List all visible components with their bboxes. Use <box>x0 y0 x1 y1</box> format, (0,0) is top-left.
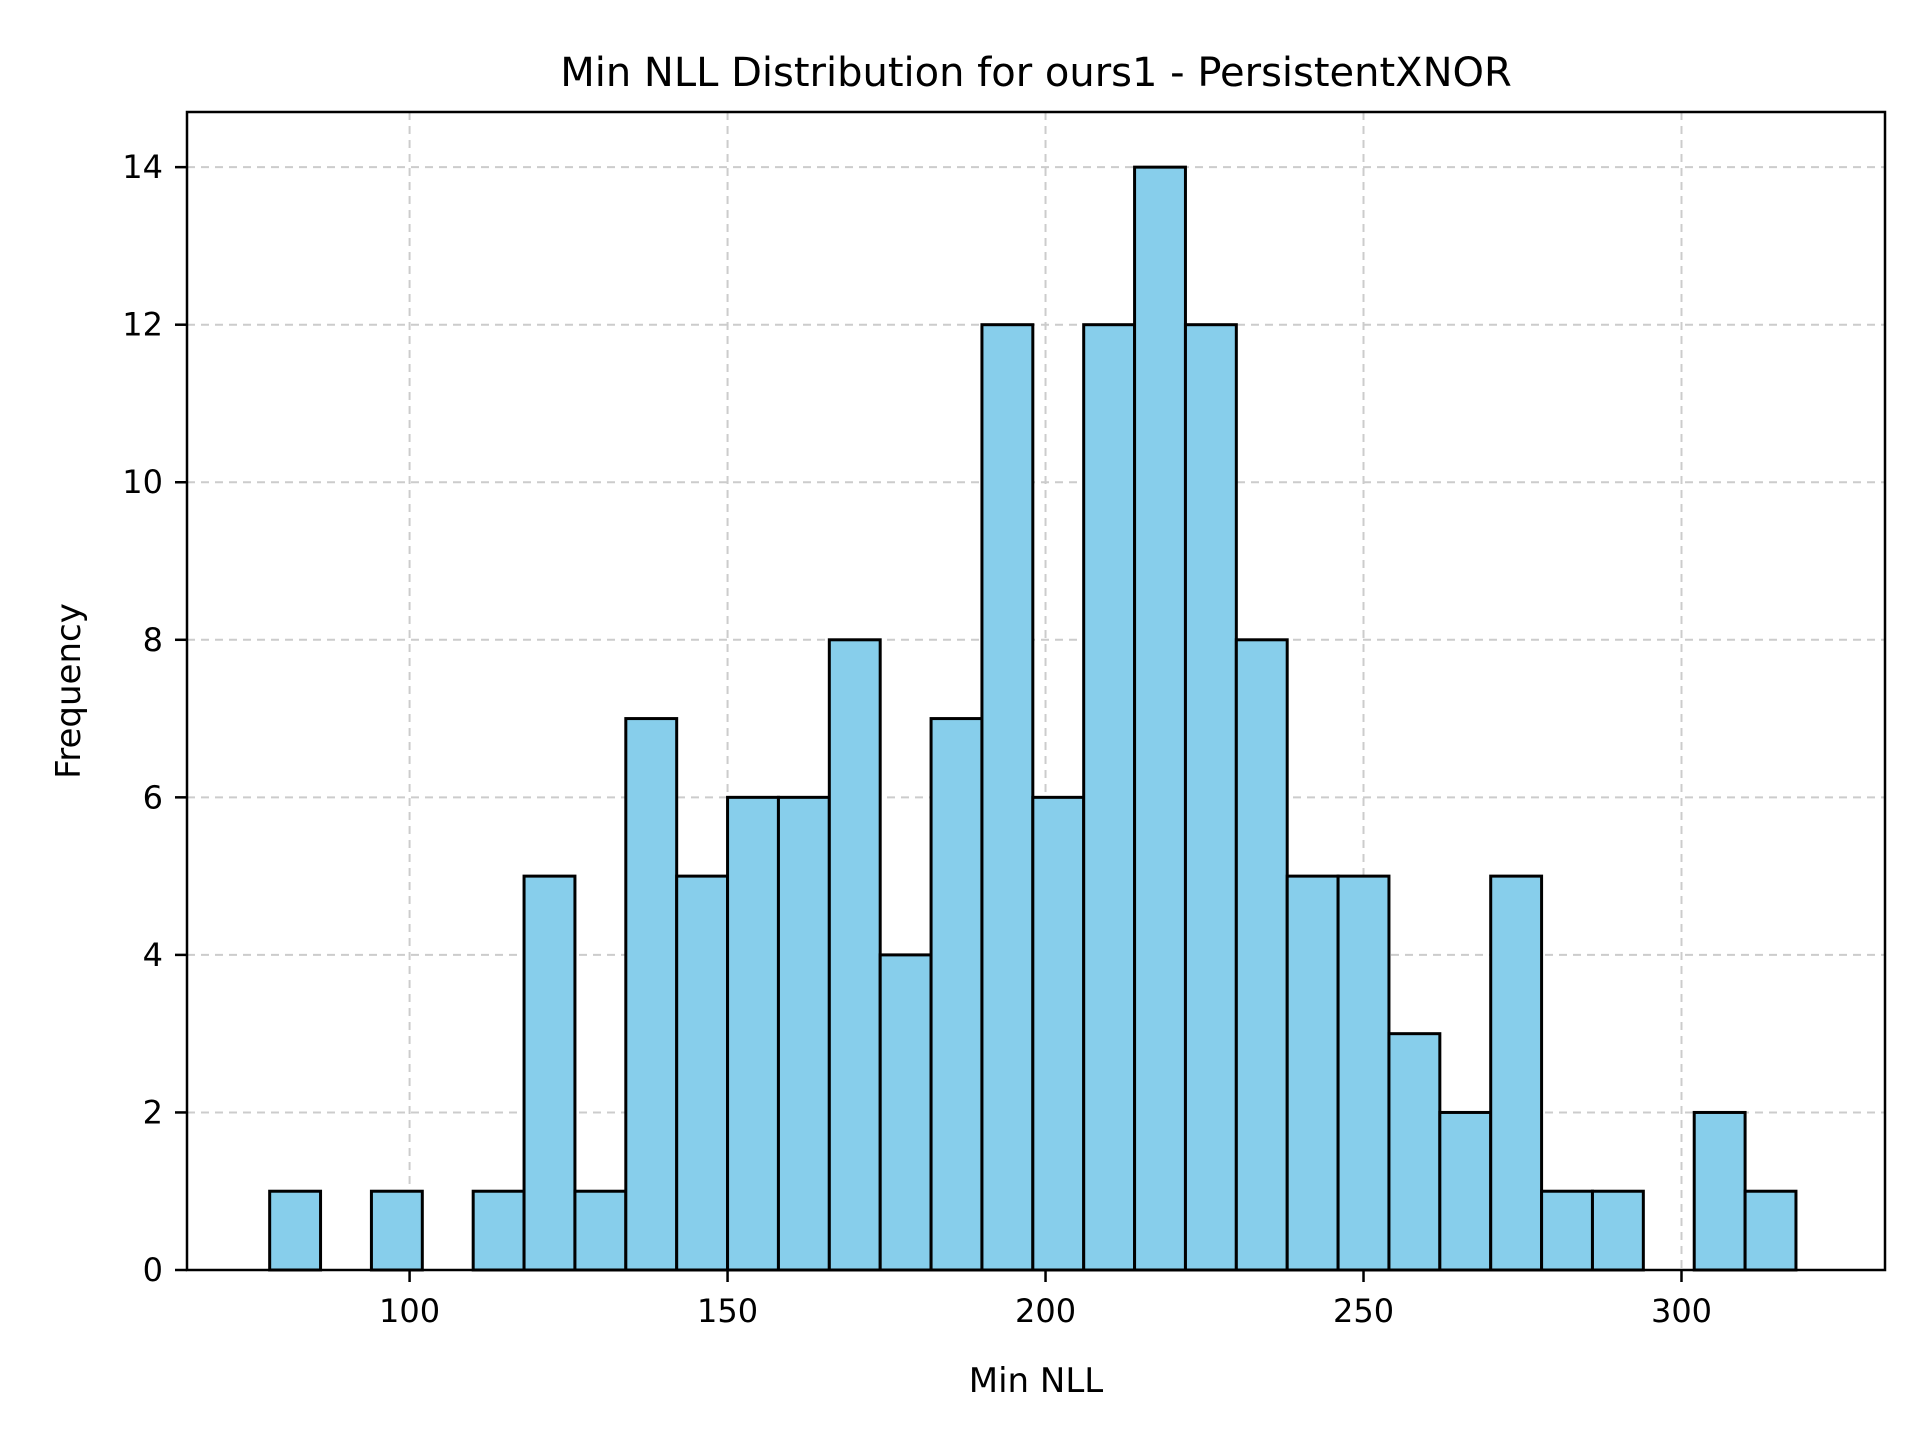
x-tick-label: 200 <box>1015 1292 1076 1330</box>
histogram-bar-16 <box>1082 323 1137 1272</box>
histogram-bar-19 <box>1234 638 1289 1272</box>
histogram-bar-5 <box>522 874 577 1272</box>
histogram-bar-8 <box>675 874 730 1272</box>
plot-frame <box>185 110 1887 1272</box>
x-tick-label: 250 <box>1333 1292 1394 1330</box>
histogram-bar-24 <box>1489 874 1544 1272</box>
y-tick-label: 10 <box>122 463 163 501</box>
histogram-bar-0 <box>268 1189 323 1272</box>
histogram-bar-14 <box>980 323 1035 1272</box>
y-tick-label: 12 <box>122 306 163 344</box>
x-tick-label: 150 <box>697 1292 758 1330</box>
x-axis-label: Min NLL <box>969 1361 1104 1401</box>
histogram-bar-23 <box>1438 1110 1493 1272</box>
histogram-bar-18 <box>1183 323 1238 1272</box>
ticks-layer: 100 150 200 250 300 0 2 4 6 8 10 12 14 <box>122 148 1712 1330</box>
y-tick-label: 4 <box>143 936 163 974</box>
x-tick-label: 300 <box>1651 1292 1712 1330</box>
histogram-bar-2 <box>369 1189 424 1272</box>
histogram-bar-29 <box>1743 1189 1798 1272</box>
histogram-bar-20 <box>1285 874 1340 1272</box>
histogram-bar-4 <box>471 1189 526 1272</box>
histogram-bar-10 <box>776 795 831 1272</box>
histogram-bar-25 <box>1540 1189 1594 1272</box>
y-tick-label: 8 <box>143 621 163 659</box>
histogram-bar-12 <box>878 953 933 1272</box>
histogram-bar-11 <box>827 638 882 1272</box>
histogram-bar-9 <box>726 795 780 1272</box>
histogram-bar-15 <box>1031 795 1086 1272</box>
histogram-bar-28 <box>1692 1110 1747 1272</box>
y-tick-label: 0 <box>143 1251 163 1289</box>
y-tick-label: 2 <box>143 1093 163 1131</box>
chart-title: Min NLL Distribution for ours1 - Persist… <box>560 50 1512 96</box>
histogram-bar-21 <box>1336 874 1391 1272</box>
x-tick-label: 100 <box>379 1292 440 1330</box>
y-tick-label: 6 <box>143 778 163 816</box>
histogram-bar-13 <box>929 717 984 1272</box>
histogram-bar-7 <box>624 717 679 1272</box>
histogram-bar-26 <box>1590 1189 1645 1272</box>
y-axis-label: Frequency <box>49 603 89 779</box>
bars-layer <box>268 165 1798 1272</box>
histogram-bar-6 <box>573 1189 628 1272</box>
histogram-bar-22 <box>1387 1032 1442 1272</box>
histogram-bar-17 <box>1133 165 1187 1272</box>
y-tick-label: 14 <box>122 148 163 186</box>
